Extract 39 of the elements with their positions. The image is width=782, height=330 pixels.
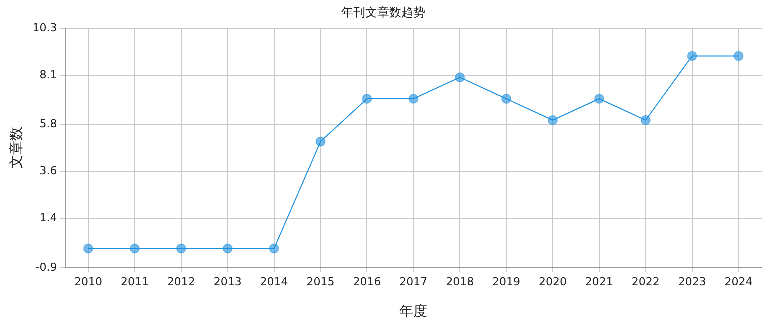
point xyxy=(502,94,512,104)
x-tick-label: 2020 xyxy=(538,275,567,288)
x-tick-label: 2021 xyxy=(585,275,614,288)
x-tick-label: 2012 xyxy=(167,275,196,288)
point xyxy=(269,244,280,254)
x-axis-title: 年度 xyxy=(400,304,428,320)
point xyxy=(548,115,558,126)
x-tick-label: 2015 xyxy=(306,275,335,288)
x-tick-label: 2017 xyxy=(400,275,428,288)
x-tick-label: 2024 xyxy=(724,275,753,288)
x-tick-label: 2018 xyxy=(446,275,474,288)
point xyxy=(130,244,140,254)
x-tick-label: 2010 xyxy=(74,275,103,288)
chart-title: 年刊文章数趋势 xyxy=(342,5,426,20)
y-tick-label: 1.4 xyxy=(40,212,58,225)
x-tick-label: 2014 xyxy=(260,275,288,288)
point xyxy=(176,244,186,254)
y-tick-label: -0.9 xyxy=(36,260,58,274)
y-axis-title: 文章数 xyxy=(9,127,26,170)
x-tick-label: 2023 xyxy=(678,275,706,288)
point xyxy=(408,94,419,104)
x-tick-label: 2016 xyxy=(353,275,382,288)
point xyxy=(594,94,604,104)
y-tick-label: 8.1 xyxy=(40,68,58,82)
x-tick-label: 2022 xyxy=(632,275,660,288)
point xyxy=(316,136,326,147)
point xyxy=(455,72,466,83)
point xyxy=(84,244,94,254)
x-tick-label: 2011 xyxy=(120,275,149,288)
point xyxy=(687,51,698,62)
x-tick-label: 2013 xyxy=(214,275,242,288)
point xyxy=(640,115,651,126)
point xyxy=(222,244,233,254)
point xyxy=(734,51,744,62)
point xyxy=(362,94,372,104)
y-tick-label: 10.3 xyxy=(32,21,58,34)
x-tick-label: 2019 xyxy=(492,275,521,288)
y-tick-label: 3.6 xyxy=(40,164,58,178)
y-tick-label: 5.8 xyxy=(40,118,58,131)
